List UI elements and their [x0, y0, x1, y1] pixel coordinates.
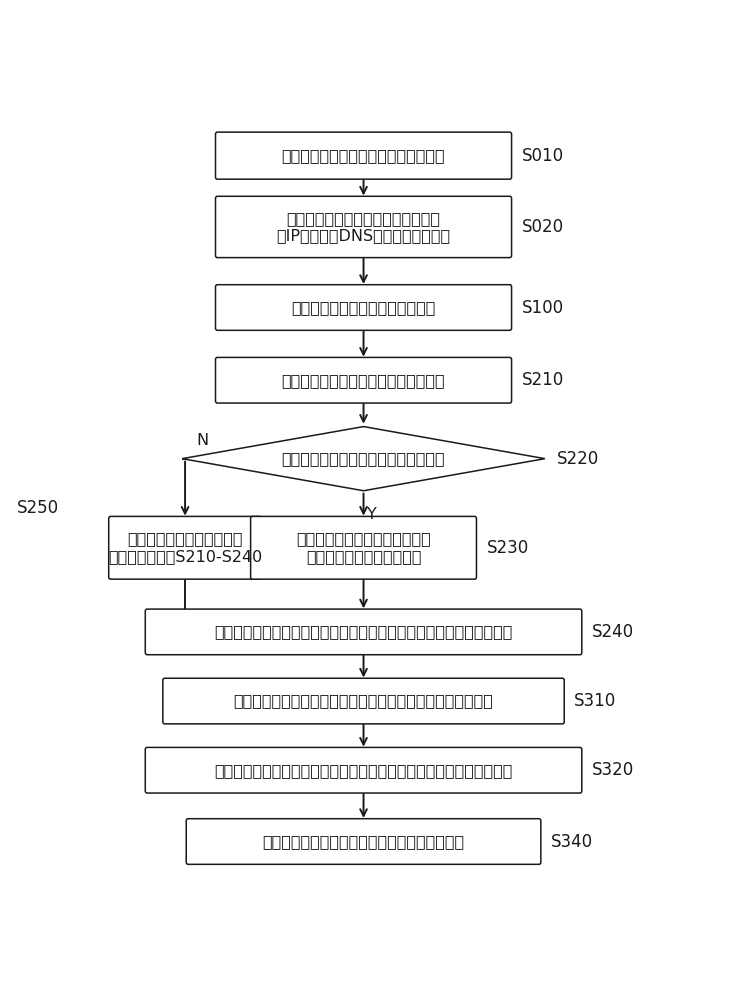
- Text: S320: S320: [592, 761, 634, 779]
- Text: 转发端接收第一测试端发送的请求消息: 转发端接收第一测试端发送的请求消息: [282, 373, 445, 388]
- FancyBboxPatch shape: [145, 609, 582, 655]
- FancyBboxPatch shape: [215, 132, 512, 179]
- Text: S220: S220: [556, 450, 599, 468]
- Text: 转发端当第一测试端开始发送请求消息后，记录当前第一时间: 转发端当第一测试端开始发送请求消息后，记录当前第一时间: [233, 694, 494, 709]
- Text: Y: Y: [368, 507, 378, 522]
- FancyBboxPatch shape: [215, 357, 512, 403]
- Text: S240: S240: [592, 623, 634, 641]
- Text: S340: S340: [551, 833, 593, 851]
- FancyBboxPatch shape: [163, 678, 564, 724]
- Polygon shape: [182, 427, 545, 491]
- FancyBboxPatch shape: [186, 819, 541, 864]
- FancyBboxPatch shape: [145, 747, 582, 793]
- Text: 第一测试端接收第二测试端发送的响应消息，访问第二测试端的数据库: 第一测试端接收第二测试端发送的响应消息，访问第二测试端的数据库: [214, 624, 513, 639]
- Text: 转发端切换另一当前端口转
发通道执行步骤S210-S240: 转发端切换另一当前端口转 发通道执行步骤S210-S240: [108, 532, 262, 564]
- Text: 转发端判断当前端口转发通道是否正常: 转发端判断当前端口转发通道是否正常: [282, 451, 445, 466]
- Text: S210: S210: [522, 371, 564, 389]
- FancyBboxPatch shape: [251, 516, 476, 579]
- FancyBboxPatch shape: [109, 516, 261, 579]
- FancyBboxPatch shape: [215, 285, 512, 330]
- Text: 转发端根据预设算法进行运算完成转发性能测试: 转发端根据预设算法进行运算完成转发性能测试: [263, 834, 464, 849]
- Text: S020: S020: [522, 218, 564, 236]
- Text: 转发端将请求消息通过当前端口
转发通道转发至第二测试端: 转发端将请求消息通过当前端口 转发通道转发至第二测试端: [296, 532, 431, 564]
- Text: S010: S010: [522, 147, 564, 165]
- Text: S310: S310: [575, 692, 616, 710]
- Text: S230: S230: [486, 539, 528, 557]
- Text: S100: S100: [522, 299, 564, 317]
- Text: 转发端当第一测试端完成访问第二测试端的数据库后记录当前第二时间: 转发端当第一测试端完成访问第二测试端的数据库后记录当前第二时间: [214, 763, 513, 778]
- Text: N: N: [197, 433, 209, 448]
- Text: 设置第一测试端和转发端处于相同网段: 设置第一测试端和转发端处于相同网段: [282, 148, 445, 163]
- Text: 转发端根据第一测试端和第二测试端
的IP地址和或DNS建立端口转发通道: 转发端根据第一测试端和第二测试端 的IP地址和或DNS建立端口转发通道: [276, 211, 451, 243]
- FancyBboxPatch shape: [215, 196, 512, 258]
- Text: S250: S250: [17, 499, 59, 517]
- Text: 第一测试端向转发端发送请求消息: 第一测试端向转发端发送请求消息: [291, 300, 436, 315]
